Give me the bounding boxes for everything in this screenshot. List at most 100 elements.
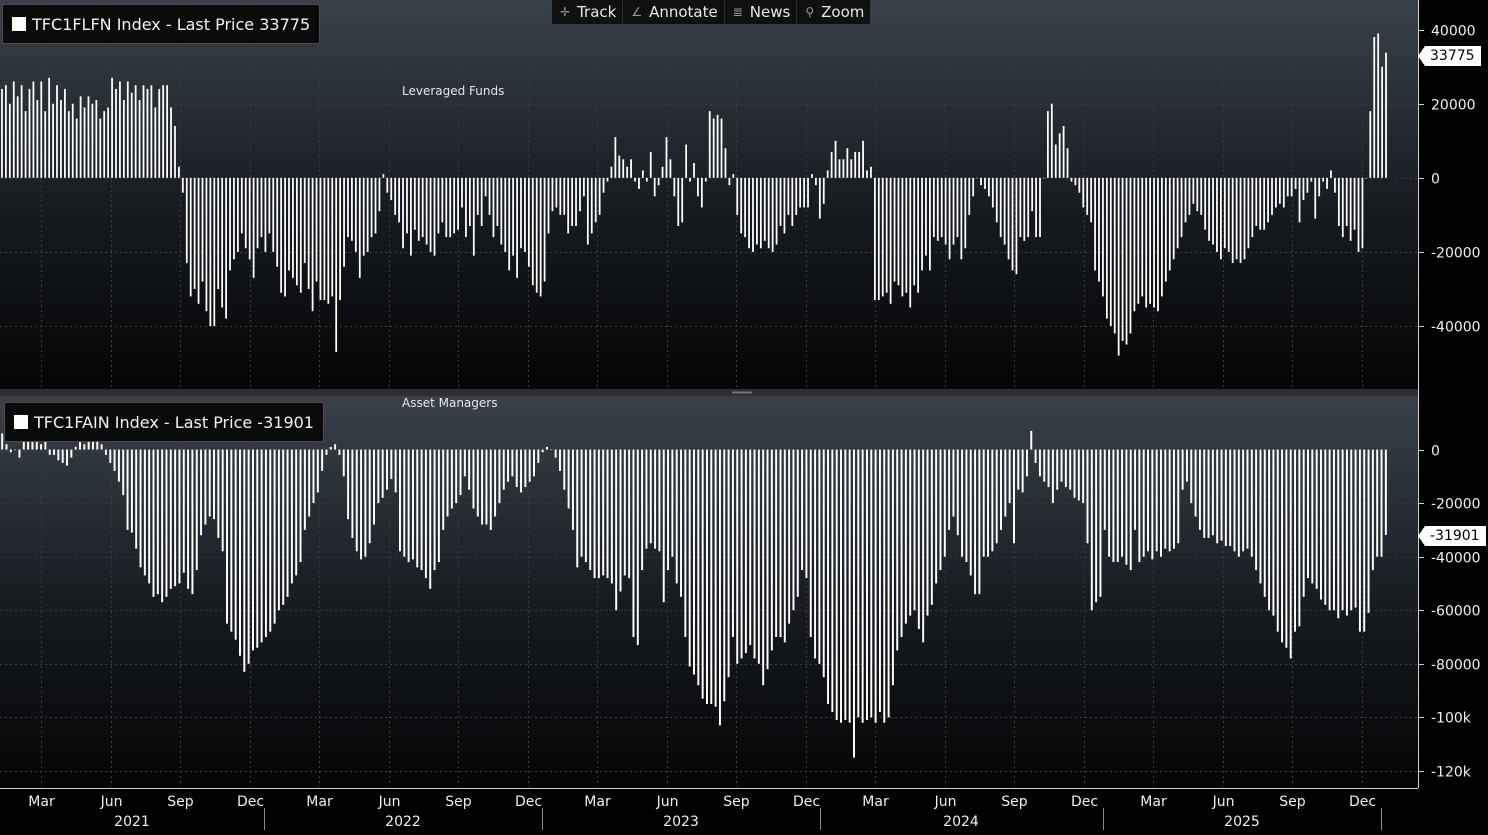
leveraged-funds-bar	[1255, 177, 1258, 226]
leveraged-funds-bar	[406, 177, 408, 234]
asset-managers-bar	[442, 449, 445, 530]
asset-managers-bar	[1116, 449, 1119, 563]
asset-managers-bar	[113, 449, 116, 471]
leveraged-funds-bar	[712, 118, 715, 178]
leveraged-funds-bar	[1078, 177, 1081, 193]
asset-managers-bar	[827, 449, 830, 704]
leveraged-funds-bar	[791, 177, 794, 226]
leveraged-funds-bar	[347, 177, 349, 238]
top-legend-text: TFC1FLFN Index - Last Price 33775	[32, 14, 311, 34]
zoom-button[interactable]: ⚲ Zoom	[797, 0, 870, 24]
leveraged-funds-bar	[803, 177, 805, 208]
asset-managers-bar	[1268, 449, 1271, 611]
leveraged-funds-bar	[445, 177, 448, 238]
asset-managers-bar	[632, 449, 635, 638]
leveraged-funds-bar	[63, 88, 66, 178]
asset-managers-bar	[978, 449, 981, 595]
asset-managers-bar	[1216, 449, 1219, 544]
leveraged-funds-bar	[1074, 177, 1077, 186]
leveraged-funds-bar	[264, 177, 267, 252]
news-button[interactable]: ≣ News	[725, 0, 798, 24]
leveraged-funds-bar	[185, 177, 188, 264]
track-button[interactable]: ✛ Track	[552, 0, 624, 24]
leveraged-funds-bar	[1200, 177, 1203, 215]
asset-managers-bar	[1021, 449, 1024, 493]
leveraged-funds-bar	[539, 177, 542, 297]
leveraged-funds-bar	[1070, 177, 1073, 182]
leveraged-funds-bar	[1109, 177, 1112, 327]
asset-managers-bar	[148, 449, 151, 584]
asset-managers-bar	[481, 449, 484, 525]
asset-managers-bar	[1043, 449, 1046, 482]
leveraged-funds-bar	[590, 177, 593, 234]
leveraged-funds-bar	[1330, 170, 1332, 178]
asset-managers-bar	[381, 449, 384, 498]
leveraged-funds-bar	[256, 177, 259, 249]
leveraged-funds-bar	[1204, 177, 1207, 230]
y-tick-label: -40000	[1431, 320, 1481, 336]
asset-managers-bar	[606, 449, 609, 579]
leveraged-funds-bar	[551, 177, 554, 212]
asset-managers-bar	[610, 449, 613, 584]
leveraged-funds-bar	[1105, 177, 1108, 319]
asset-managers-bar	[1151, 449, 1154, 560]
asset-managers-bar	[974, 449, 977, 595]
asset-managers-bar	[1328, 449, 1331, 611]
asset-managers-bar	[455, 449, 458, 504]
leveraged-funds-bar	[79, 96, 82, 178]
leveraged-funds-bar	[1349, 177, 1352, 241]
leveraged-funds-bar	[162, 85, 165, 178]
leveraged-funds-bar	[272, 177, 275, 252]
asset-managers-bar	[1000, 449, 1002, 530]
asset-managers-bar	[18, 449, 21, 458]
asset-managers-bar	[208, 449, 211, 517]
leveraged-funds-bar	[209, 177, 212, 327]
asset-managers-bar	[533, 449, 535, 477]
asset-managers-bar	[507, 449, 510, 482]
bottom-legend[interactable]: TFC1FAIN Index - Last Price -31901	[4, 402, 324, 442]
asset-managers-bar	[399, 449, 401, 552]
asset-managers-bar	[126, 449, 129, 530]
asset-managers-bar	[139, 449, 142, 568]
leveraged-funds-bar	[158, 88, 161, 178]
leveraged-funds-bar	[677, 177, 680, 226]
asset-managers-bar	[221, 449, 224, 552]
annotate-button[interactable]: ∠ Annotate	[623, 0, 725, 24]
asset-managers-bar	[796, 449, 799, 597]
asset-managers-bar	[645, 449, 648, 549]
leveraged-funds-bar	[457, 177, 459, 230]
asset-managers-bar	[597, 449, 600, 579]
asset-managers-bar	[662, 449, 665, 603]
leveraged-funds-bar	[1263, 177, 1266, 230]
asset-managers-bar	[502, 449, 505, 490]
asset-managers-bar	[1025, 449, 1028, 477]
leveraged-funds-bar	[720, 118, 723, 178]
leveraged-funds-bar	[811, 174, 813, 178]
leveraged-funds-bar	[390, 177, 393, 201]
asset-managers-bar	[1190, 449, 1193, 504]
leveraged-funds-bar	[708, 111, 711, 178]
asset-managers-bar	[269, 449, 272, 632]
asset-managers-bar	[351, 449, 354, 538]
asset-managers-bar	[143, 449, 146, 576]
leveraged-funds-bar	[1373, 37, 1376, 178]
x-tick-label: Sep	[445, 794, 472, 810]
asset-managers-bar	[593, 449, 596, 579]
leveraged-funds-bar	[917, 177, 920, 293]
leveraged-funds-bar	[1381, 66, 1383, 178]
leveraged-funds-bar	[138, 100, 141, 178]
asset-managers-bar	[805, 449, 808, 579]
leveraged-funds-bar	[374, 177, 377, 234]
asset-managers-bar	[1298, 449, 1301, 627]
leveraged-funds-bar	[1306, 177, 1309, 193]
asset-managers-bar	[584, 449, 587, 563]
leveraged-funds-bar	[181, 177, 184, 193]
leveraged-funds-bar	[547, 177, 550, 234]
leveraged-funds-bar	[968, 177, 971, 215]
asset-managers-bar	[83, 444, 86, 450]
asset-managers-bar	[926, 449, 929, 616]
asset-managers-bar	[187, 449, 190, 589]
leveraged-funds-bar	[1267, 177, 1269, 223]
top-legend[interactable]: TFC1FLFN Index - Last Price 33775	[2, 4, 321, 44]
